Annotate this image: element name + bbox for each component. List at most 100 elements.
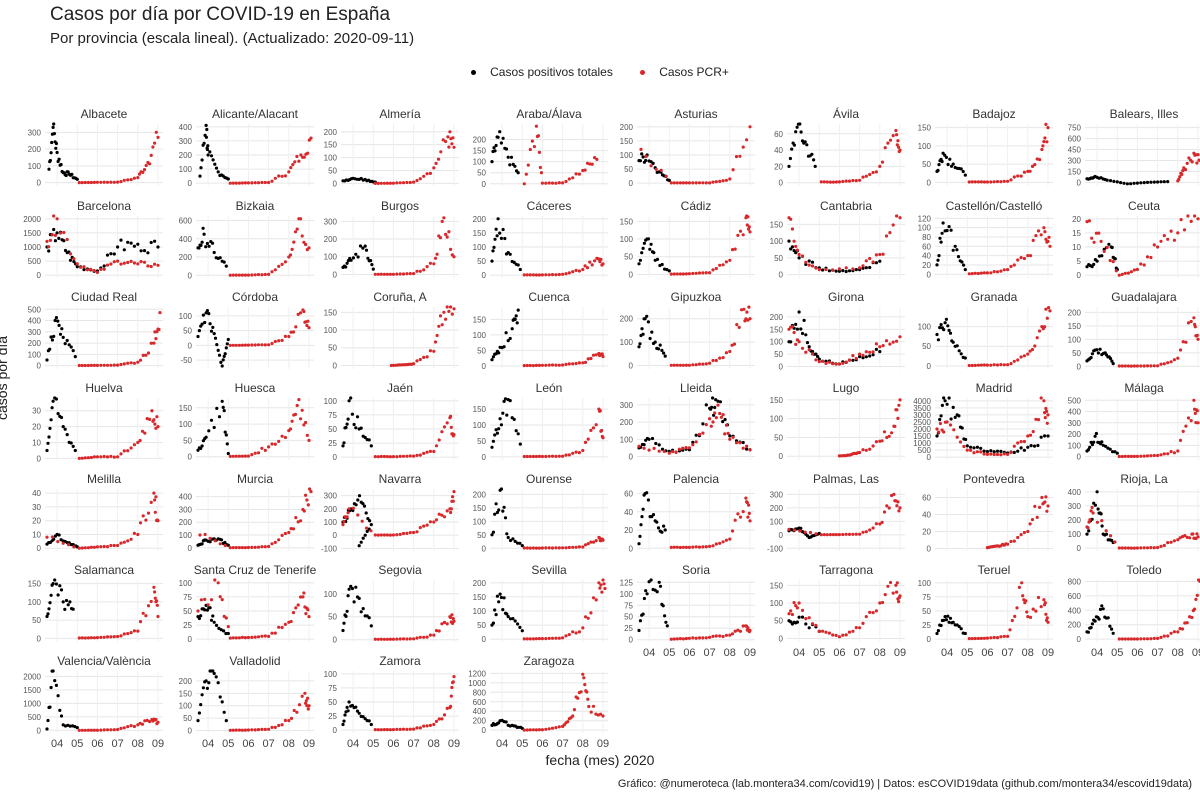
point-total xyxy=(648,336,652,341)
point-total xyxy=(854,268,858,272)
y-tick-label: 300 xyxy=(1068,502,1082,511)
point-total xyxy=(667,178,671,182)
point-pcr xyxy=(379,454,383,459)
panel-title: Almería xyxy=(379,107,421,121)
point-total xyxy=(948,157,952,161)
point-pcr xyxy=(263,272,267,277)
point-pcr xyxy=(821,629,825,633)
point-total xyxy=(1115,180,1119,184)
point-pcr xyxy=(847,179,852,183)
point-pcr xyxy=(708,544,712,549)
y-tick-label: 150 xyxy=(28,580,42,589)
point-pcr xyxy=(892,492,896,496)
point-total xyxy=(874,347,879,351)
point-total xyxy=(342,441,346,445)
point-pcr xyxy=(1028,349,1032,353)
point-pcr xyxy=(1012,263,1016,267)
y-tick-label: 0 xyxy=(629,361,634,370)
point-pcr xyxy=(522,182,526,186)
point-pcr xyxy=(745,138,749,142)
point-pcr xyxy=(408,637,412,641)
point-pcr xyxy=(425,635,429,639)
point-total xyxy=(1142,181,1146,185)
y-tick-label: 0 xyxy=(1077,544,1082,553)
point-pcr xyxy=(434,518,439,522)
point-pcr xyxy=(531,364,536,368)
point-pcr xyxy=(1129,637,1133,641)
point-pcr xyxy=(719,415,724,419)
point-pcr xyxy=(691,443,695,447)
point-pcr xyxy=(642,446,646,450)
point-pcr xyxy=(528,454,532,459)
point-pcr xyxy=(289,619,293,624)
y-tick-label: 200 xyxy=(473,579,487,588)
point-pcr xyxy=(408,272,412,276)
point-pcr xyxy=(256,273,261,277)
point-pcr xyxy=(295,154,299,159)
point-pcr xyxy=(425,523,429,527)
point-pcr xyxy=(155,599,159,603)
point-total xyxy=(351,256,355,260)
point-pcr xyxy=(1132,454,1136,458)
point-pcr xyxy=(547,546,551,550)
point-pcr xyxy=(129,259,133,263)
point-pcr xyxy=(574,172,578,176)
point-total xyxy=(723,417,727,422)
point-pcr xyxy=(669,363,673,367)
point-pcr xyxy=(567,362,571,366)
point-pcr xyxy=(142,260,147,264)
point-pcr xyxy=(237,454,241,458)
point-pcr xyxy=(979,363,984,367)
point-total xyxy=(1100,440,1104,444)
point-total xyxy=(1039,435,1043,439)
point-pcr xyxy=(878,252,882,257)
point-pcr xyxy=(153,596,157,600)
point-pcr xyxy=(140,722,145,726)
point-pcr xyxy=(714,180,718,184)
point-pcr xyxy=(290,419,294,423)
point-total xyxy=(944,618,949,622)
point-pcr xyxy=(141,514,145,518)
point-pcr xyxy=(141,353,145,357)
panel-title: Pontevedra xyxy=(963,472,1025,486)
point-total xyxy=(1122,181,1126,185)
point-pcr xyxy=(973,363,977,367)
point-pcr xyxy=(216,581,220,585)
y-tick-label: 800 xyxy=(1068,577,1082,586)
point-pcr xyxy=(92,545,96,549)
point-pcr xyxy=(440,430,444,434)
point-pcr xyxy=(844,179,848,183)
point-pcr xyxy=(237,636,241,640)
x-tick-label: 06 xyxy=(683,647,695,659)
point-pcr xyxy=(581,672,585,676)
y-tick-label: 0 xyxy=(482,362,487,371)
point-total xyxy=(57,236,61,240)
point-pcr xyxy=(581,545,585,549)
point-total xyxy=(506,155,510,159)
point-pcr xyxy=(449,305,453,309)
point-total xyxy=(788,156,793,161)
point-pcr xyxy=(528,273,532,277)
y-tick-label: 0 xyxy=(37,544,42,553)
point-pcr xyxy=(418,526,422,530)
y-tick-label: 3000 xyxy=(913,411,931,420)
point-pcr xyxy=(234,343,238,347)
point-pcr xyxy=(528,363,532,368)
point-pcr xyxy=(747,511,751,515)
point-total xyxy=(518,625,522,630)
panel-title: Soria xyxy=(682,563,710,577)
point-pcr xyxy=(550,181,555,185)
point-total xyxy=(156,245,160,249)
point-pcr xyxy=(102,363,106,367)
point-pcr xyxy=(967,637,971,641)
point-total xyxy=(218,695,222,699)
legend-item-total: Casos positivos totales xyxy=(465,64,619,79)
point-pcr xyxy=(391,728,395,732)
point-pcr xyxy=(445,235,449,239)
